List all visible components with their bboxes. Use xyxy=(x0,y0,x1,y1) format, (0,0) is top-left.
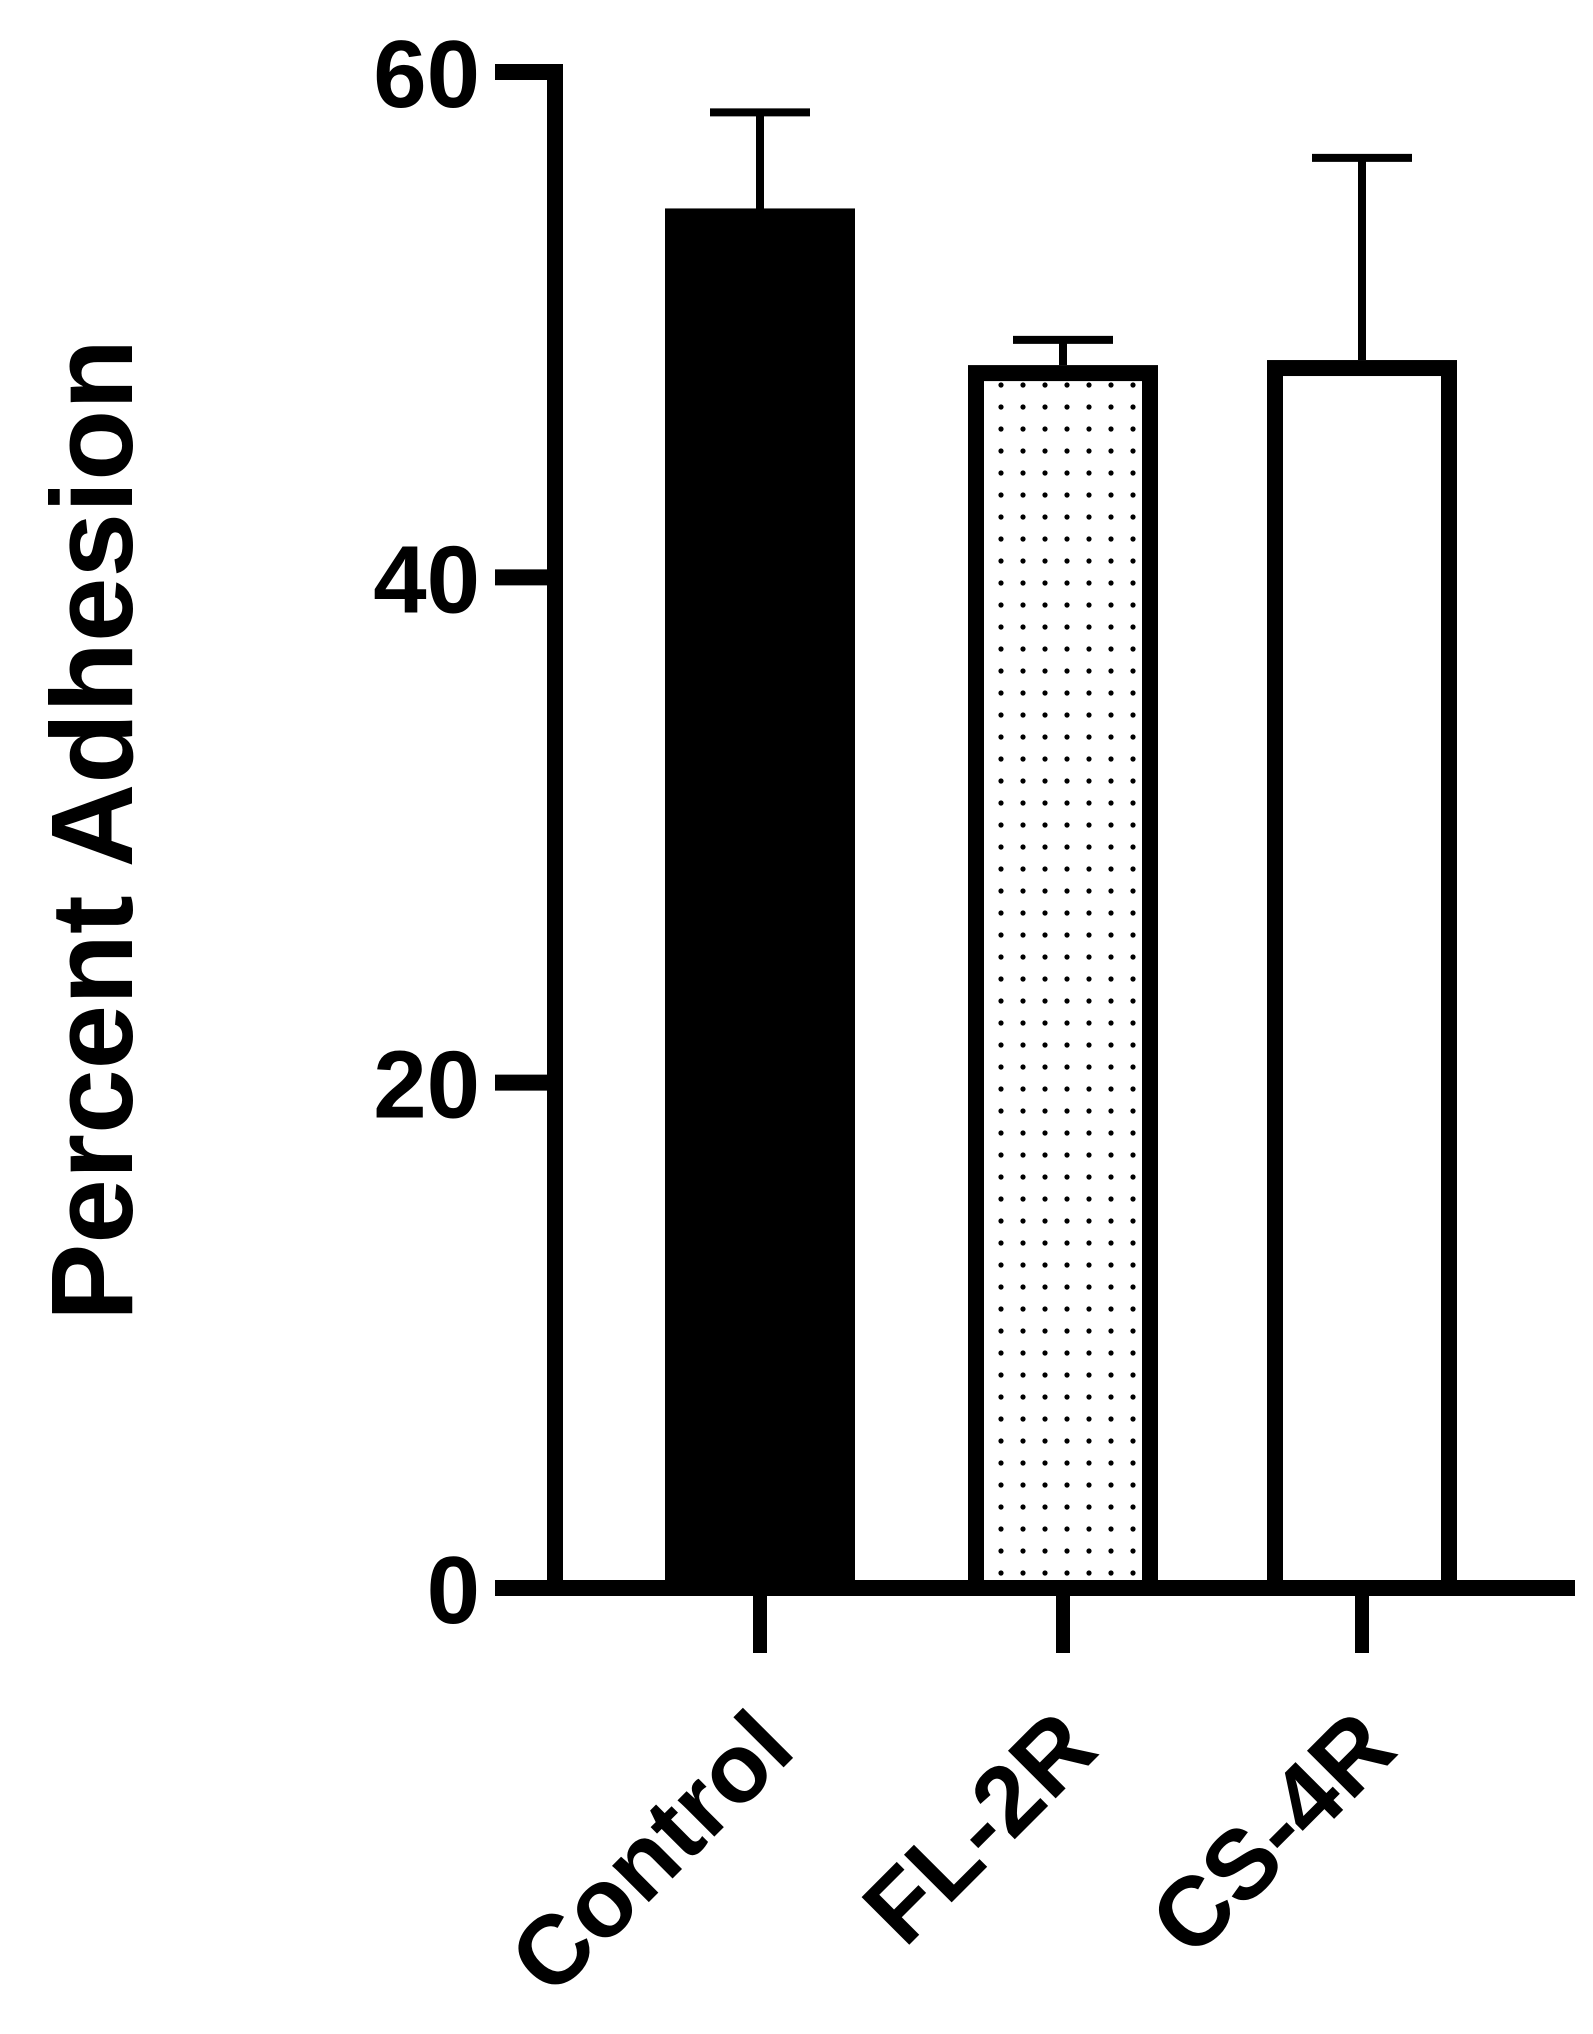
x-ticks: Control FL-2R CS-4R xyxy=(489,1588,1415,2014)
bar-control xyxy=(665,208,855,1597)
y-axis-title: Percent Adhesion xyxy=(27,339,157,1321)
y-ticks: 0 20 40 60 xyxy=(373,21,555,1644)
error-bars xyxy=(710,108,1412,366)
y-tick-label-0: 0 xyxy=(427,1537,480,1644)
bar-cs-4r xyxy=(1267,360,1457,1596)
y-tick-label-40: 40 xyxy=(373,526,480,633)
bars xyxy=(665,208,1457,1597)
y-tick-label-60: 60 xyxy=(373,21,480,128)
y-tick-label-20: 20 xyxy=(373,1032,480,1139)
x-tick-label-control: Control xyxy=(489,1690,813,2014)
x-tick-label-fl-2r: FL-2R xyxy=(842,1690,1116,1964)
bar-fl-2r xyxy=(968,365,1158,1596)
x-tick-label-cs-4r: CS-4R xyxy=(1129,1690,1415,1976)
